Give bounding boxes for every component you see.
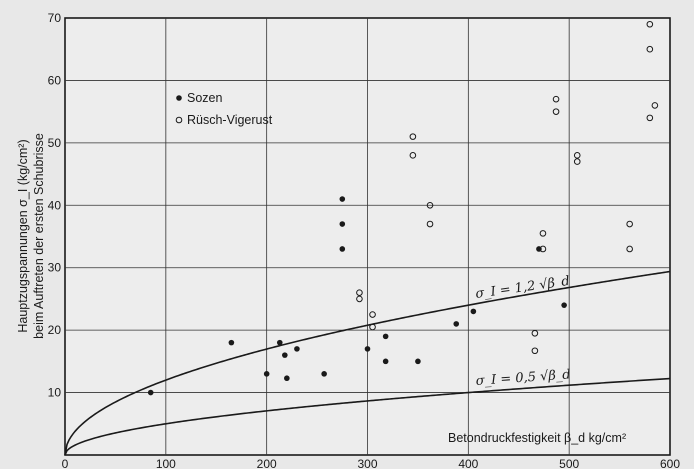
legend-label-sozen: Sozen (187, 91, 222, 105)
legend: Sozen Rüsch-Vigerust (175, 91, 273, 127)
x-tick-label: 400 (458, 457, 478, 469)
grid (65, 18, 670, 455)
point-rusch-vigerust (369, 323, 376, 331)
point-sozen (364, 346, 371, 352)
point-sozen (453, 321, 460, 327)
point-sozen (147, 389, 154, 396)
y-tick-label: 40 (48, 198, 62, 212)
point-sozen (263, 371, 270, 377)
x-tick-label: 200 (257, 457, 277, 469)
point-sozen (470, 308, 477, 315)
point-sozen (294, 346, 300, 352)
x-tick-label: 100 (156, 457, 176, 469)
x-tick-label: 600 (660, 457, 680, 469)
legend-label-rusch: Rüsch-Vigerust (187, 113, 273, 127)
curve-1 (64, 377, 671, 456)
y-tick-label: 20 (48, 323, 62, 337)
point-rusch-vigerust (646, 20, 654, 28)
point-rusch-vigerust (531, 329, 539, 337)
x-tick-label: 300 (357, 457, 377, 469)
point-sozen (284, 375, 290, 382)
y-tick-label: 10 (48, 386, 62, 400)
curve-label-0-5: σ_I = 0,5 √β_d (475, 367, 571, 389)
point-rusch-vigerust (369, 311, 376, 318)
point-sozen (339, 221, 346, 227)
point-sozen (382, 333, 389, 340)
point-sozen (282, 352, 288, 358)
y-tick-label: 50 (48, 136, 62, 150)
point-sozen (415, 358, 421, 365)
point-rusch-vigerust (426, 201, 434, 209)
legend-marker-rusch (175, 116, 183, 124)
point-rusch-vigerust (539, 230, 547, 237)
point-rusch-vigerust (409, 152, 417, 159)
x-axis-label: Betondruckfestigkeit β_d kg/cm² (448, 431, 626, 445)
point-rusch-vigerust (552, 108, 560, 115)
point-rusch-vigerust (552, 95, 560, 103)
point-sozen (228, 339, 235, 346)
data-points (147, 20, 659, 396)
y-axis-label-line2: beim Auftreten der ersten Schubrisse (32, 133, 46, 339)
x-tick-label: 500 (559, 457, 579, 469)
point-rusch-vigerust (573, 158, 581, 165)
point-rusch-vigerust (646, 45, 654, 53)
x-tick-label: 0 (62, 457, 69, 469)
y-tick-label: 60 (48, 73, 62, 87)
point-rusch-vigerust (626, 220, 633, 228)
point-sozen (339, 246, 346, 252)
point-rusch-vigerust (573, 152, 581, 159)
curve-0 (64, 270, 671, 456)
tick-labels: 0 100 200 300 400 500 600 10 20 30 40 50 60 70 (48, 11, 681, 469)
point-rusch-vigerust (356, 295, 363, 303)
point-sozen (339, 196, 346, 202)
point-rusch-vigerust (531, 347, 539, 355)
point-sozen (382, 358, 389, 365)
legend-marker-sozen (176, 95, 182, 101)
point-rusch-vigerust (646, 114, 654, 122)
point-rusch-vigerust (409, 133, 417, 140)
point-rusch-vigerust (539, 245, 547, 253)
point-rusch-vigerust (651, 102, 659, 109)
point-rusch-vigerust (356, 289, 363, 296)
curves (64, 270, 671, 456)
y-axis-label-line1: Hauptzugspannungen σ_I (kg/cm²) (16, 139, 30, 332)
point-rusch-vigerust (626, 245, 633, 253)
y-tick-label: 70 (48, 11, 62, 25)
point-sozen (276, 339, 283, 346)
point-sozen (561, 302, 567, 308)
point-rusch-vigerust (426, 220, 434, 228)
point-sozen (321, 371, 327, 377)
y-tick-label: 30 (48, 261, 62, 275)
